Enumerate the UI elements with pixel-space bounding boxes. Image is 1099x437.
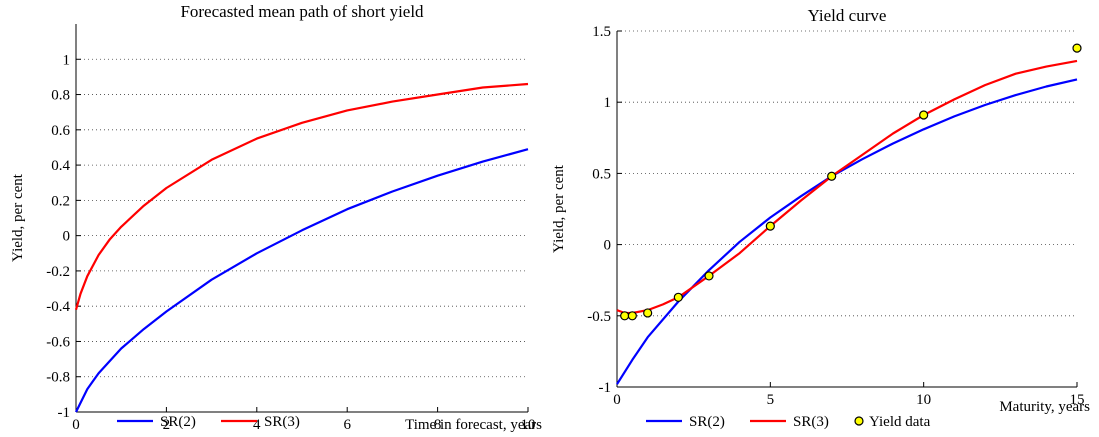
y-tick-label: 1: [604, 95, 612, 111]
y-axis-label: Yield, per cent: [10, 173, 26, 262]
legend-label: SR(2): [160, 414, 196, 430]
chart-title: Yield curve: [808, 6, 887, 25]
chart-title: Forecasted mean path of short yield: [180, 2, 424, 21]
x-tick-label: 8: [434, 417, 442, 433]
y-tick-label: 0.2: [51, 193, 70, 209]
x-tick-label: 2: [163, 417, 171, 433]
y-tick-label: -0.8: [46, 370, 70, 386]
y-tick-label: -1: [58, 405, 71, 421]
legend-marker: [854, 416, 864, 426]
x-tick-label: 4: [253, 417, 261, 433]
x-tick-label: 10: [521, 417, 536, 433]
y-tick-label: 0: [604, 238, 612, 254]
y-tick-label: -0.2: [46, 264, 70, 280]
x-tick-label: 0: [613, 392, 621, 408]
data-point: [643, 308, 653, 318]
legend-label: SR(3): [264, 414, 300, 430]
data-point: [704, 271, 714, 281]
series-line: [616, 78, 1078, 385]
y-tick-label: 0.4: [51, 158, 70, 174]
y-tick-label: -0.4: [46, 299, 70, 315]
x-axis-label: Maturity, years: [999, 399, 1090, 415]
legend-label: Yield data: [869, 414, 931, 430]
data-point: [765, 221, 775, 231]
legend-label: SR(2): [689, 414, 725, 430]
y-axis-label: Yield, per cent: [551, 164, 567, 253]
x-tick-label: 0: [72, 417, 80, 433]
y-tick-label: 0.6: [51, 123, 70, 139]
y-tick-label: 1: [63, 52, 71, 68]
data-point: [620, 311, 630, 321]
x-tick-label: 6: [343, 417, 351, 433]
y-tick-label: -0.6: [46, 334, 70, 350]
chart-1: -1-0.8-0.6-0.4-0.200.20.40.60.810 2 4 6 8 10F…: [10, 2, 542, 433]
x-axis-label: Time in forecast, years: [405, 417, 542, 433]
x-tick-label: 15: [1070, 392, 1085, 408]
data-point: [627, 311, 637, 321]
y-tick-label: 1.5: [592, 24, 611, 40]
series-line: [75, 148, 529, 413]
data-point: [827, 171, 837, 181]
data-point: [919, 110, 929, 120]
y-tick-label: 0.5: [592, 166, 611, 182]
chart-2: -1 -0.5 0 0.5 1 1.5 0 5 10 15 Yield curve Yield, pe…: [551, 6, 1090, 430]
y-tick-label: -1: [599, 380, 612, 396]
y-tick-label: 0.8: [51, 88, 70, 104]
series-line: [74, 82, 529, 310]
data-point: [673, 292, 683, 302]
y-tick-label: -0.5: [587, 309, 611, 325]
y-tick-label: 0: [63, 229, 71, 245]
x-tick-label: 10: [916, 392, 931, 408]
legend-label: SR(3): [793, 414, 829, 430]
x-tick-label: 5: [767, 392, 775, 408]
data-point: [1072, 43, 1082, 53]
